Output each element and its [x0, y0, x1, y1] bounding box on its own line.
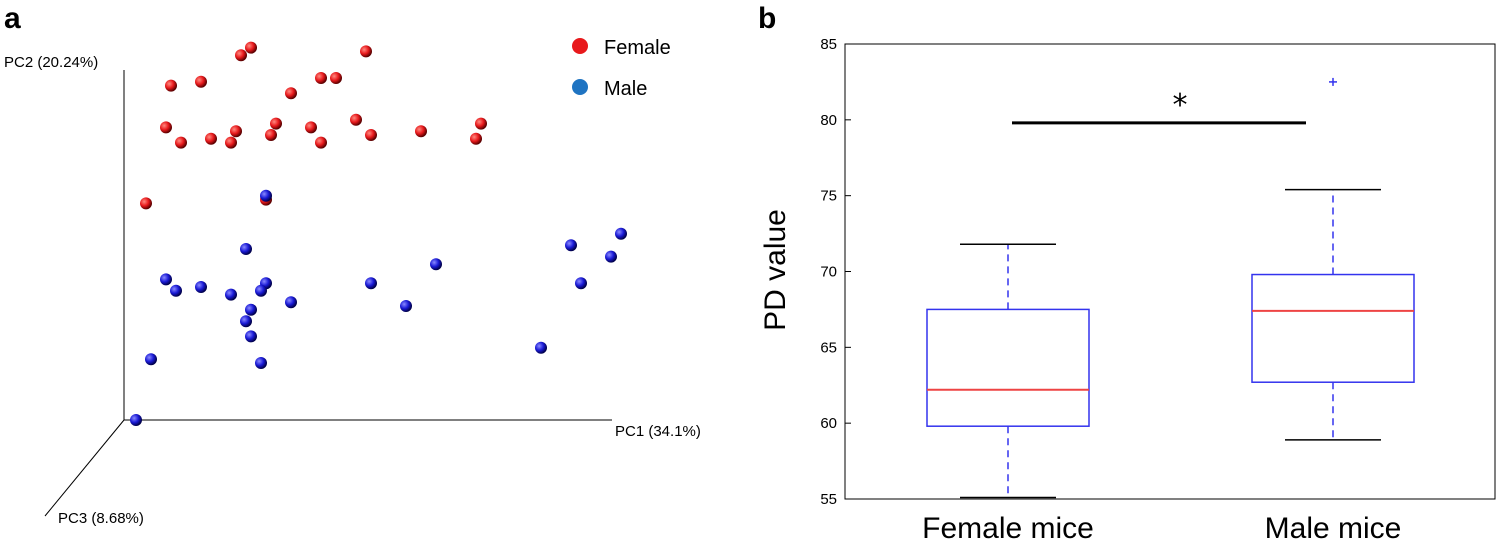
scatter-point-male-18 [245, 330, 257, 343]
scatter-point-female-7 [285, 87, 297, 100]
boxes [926, 77, 1415, 499]
scatter-point-female-19 [365, 129, 377, 141]
box-female-mice [926, 308, 1090, 427]
y-axis-label: PD value [759, 209, 792, 331]
pc2-axis-label: PC2 (20.24%) [4, 54, 98, 71]
scatter-point-female-8 [160, 121, 172, 134]
scatter-point-female-21 [470, 132, 482, 145]
panel-b-label: b [758, 2, 776, 35]
significance-star: * [1173, 88, 1188, 123]
scatter-point-female-14 [175, 136, 187, 149]
panel-a-label: a [4, 2, 21, 35]
scatter-point-male-6 [160, 273, 172, 286]
scatter-point-male-8 [195, 281, 207, 293]
scatter-point-male-22 [130, 414, 142, 426]
scatter-point-female-12 [350, 113, 362, 126]
x-tick-male-mice: Male mice [1265, 512, 1402, 545]
scatter-point-female-1 [235, 49, 247, 62]
legend-label-female: Female [604, 37, 671, 59]
scatter-point-male-21 [255, 357, 267, 369]
pc1-axis-label: PC1 (34.1%) [615, 423, 701, 440]
scatter-point-female-16 [225, 136, 237, 149]
y-tick-label-65: 65 [820, 339, 837, 356]
y-tick-label-75: 75 [820, 188, 837, 205]
pc3-axis [44, 419, 125, 517]
scatter-points [130, 41, 627, 426]
scatter-point-female-2 [360, 45, 372, 58]
scatter-point-female-20 [415, 125, 427, 138]
scatter-point-male-16 [245, 303, 257, 316]
y-tick-label-80: 80 [820, 112, 837, 129]
outlier-male-mice-0 [1329, 77, 1337, 86]
scatter-point-male-19 [535, 341, 547, 354]
scatter-point-female-13 [475, 117, 487, 130]
x-tick-female-mice: Female mice [922, 512, 1094, 545]
scatter-point-female-5 [315, 72, 327, 84]
scatter-point-male-17 [240, 315, 252, 328]
legend-label-male: Male [604, 78, 647, 100]
scatter-point-female-22 [140, 197, 152, 210]
legend-marker-female [572, 38, 588, 54]
scatter-point-male-9 [225, 288, 237, 301]
scatter-point-female-15 [205, 132, 217, 145]
y-tick-label-55: 55 [820, 491, 837, 508]
scatter-point-male-5 [605, 250, 617, 263]
scatter-point-female-17 [265, 129, 277, 141]
scatter-point-male-20 [145, 353, 157, 366]
panel-a: a PC2 (20.24%) PC1 (34.1%) PC3 (8.68%) F… [4, 2, 701, 527]
y-tick-label-60: 60 [820, 415, 837, 432]
scatter-point-male-14 [285, 296, 297, 309]
y-tick-label-70: 70 [820, 264, 837, 281]
scatter-point-female-18 [315, 136, 327, 149]
plot-frame [844, 43, 1496, 500]
y-tick-label-85: 85 [820, 36, 837, 53]
y-ticks: 55 60 65 70 75 80 85 [820, 36, 851, 508]
scatter-point-male-4 [430, 258, 442, 271]
scatter-point-female-4 [195, 75, 207, 88]
scatter-point-male-3 [615, 227, 627, 240]
box-male-mice [1251, 273, 1415, 383]
scatter-point-female-11 [305, 121, 317, 134]
scatter-point-female-10 [270, 117, 282, 130]
scatter-point-female-6 [330, 72, 342, 84]
scatter-point-male-0 [260, 189, 272, 202]
scatter-point-male-7 [170, 284, 182, 297]
scatter-point-female-3 [165, 79, 177, 92]
legend-marker-male [572, 79, 588, 95]
scatter-point-male-11 [255, 284, 267, 297]
legend: Female Male [572, 37, 671, 100]
scatter-point-male-12 [365, 277, 377, 290]
scatter-point-male-15 [400, 300, 412, 312]
scatter-point-female-9 [230, 125, 242, 138]
scatter-point-male-13 [575, 277, 587, 290]
scatter-point-male-2 [565, 239, 577, 252]
pc3-axis-label: PC3 (8.68%) [58, 510, 144, 527]
scatter-point-female-0 [245, 41, 257, 54]
scatter-point-male-1 [240, 243, 252, 255]
